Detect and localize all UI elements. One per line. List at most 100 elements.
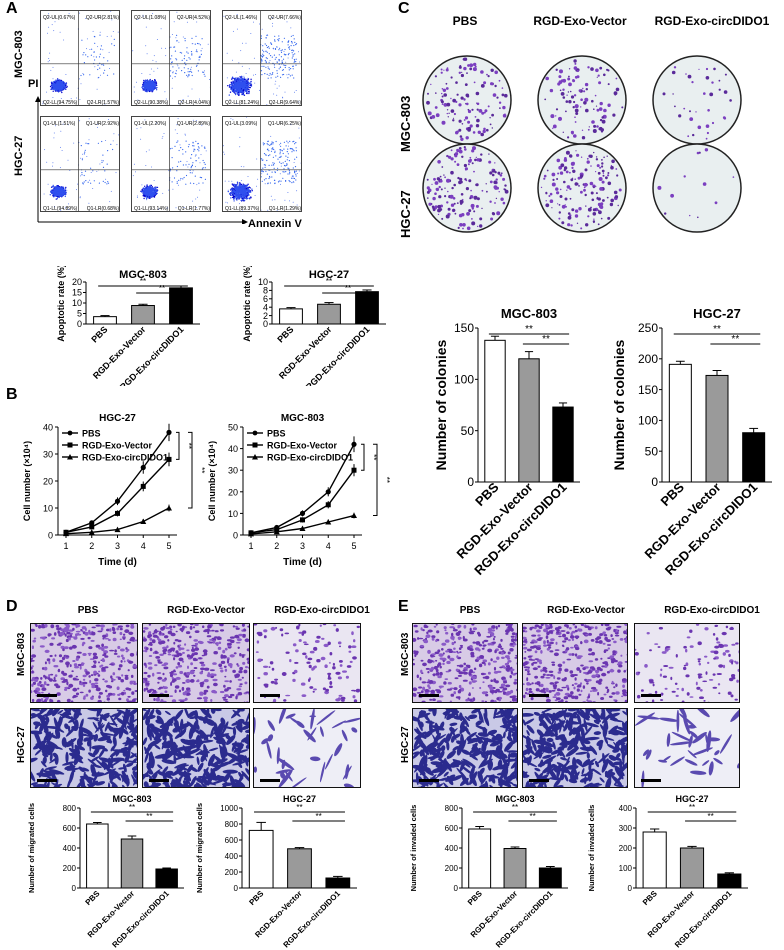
flow-event	[59, 167, 61, 169]
flow-event	[101, 64, 103, 66]
flow-event	[80, 145, 82, 147]
flow-event	[61, 88, 64, 90]
flow-event	[190, 70, 192, 72]
flow-event	[281, 41, 283, 43]
flow-event	[293, 61, 295, 63]
flow-event	[92, 188, 94, 189]
flow-event	[280, 76, 282, 78]
flow-event	[87, 56, 89, 58]
flow-event	[154, 189, 157, 191]
flow-event	[273, 54, 275, 56]
panel-label-d: D	[6, 598, 18, 615]
flow-event	[241, 89, 243, 91]
flow-event	[61, 194, 64, 196]
flow-event	[64, 88, 66, 90]
flow-event	[146, 88, 149, 90]
flow-event	[60, 84, 63, 86]
flow-event	[241, 65, 243, 67]
flow-event	[235, 90, 237, 92]
flow-event	[79, 197, 81, 199]
flow-event	[187, 52, 189, 54]
flow-event	[99, 67, 101, 69]
flow-event	[57, 189, 59, 192]
flow-event	[82, 54, 84, 56]
flow-event	[79, 12, 81, 14]
flow-event	[68, 203, 70, 205]
flow-event	[148, 81, 151, 83]
quadrant-lr-label: Q2-LR(4.04%)	[178, 100, 211, 106]
flow-event	[181, 52, 183, 54]
flow-event	[64, 82, 66, 85]
flow-event	[278, 40, 280, 42]
flow-event	[240, 81, 242, 83]
flow-event	[239, 81, 241, 84]
flow-event	[80, 175, 82, 177]
flow-event	[57, 83, 59, 86]
flow-event	[60, 189, 63, 192]
flow-event	[153, 70, 155, 72]
flow-event	[187, 76, 189, 78]
flow-event	[261, 56, 263, 58]
flow-event	[271, 73, 274, 75]
flow-event	[152, 88, 154, 91]
flow-event	[80, 157, 82, 159]
flow-event	[144, 187, 147, 189]
flow-event	[288, 46, 290, 48]
flow-event	[56, 191, 59, 194]
flow-event	[265, 37, 267, 39]
flow-event	[93, 56, 95, 58]
flow-event	[184, 37, 186, 40]
quadrant-ll-label: Q1-LL(94.89%)	[43, 206, 78, 212]
flow-event	[272, 72, 274, 74]
flow-event	[89, 179, 91, 181]
flow-event	[154, 86, 156, 88]
flow-event	[249, 86, 251, 89]
flow-event	[200, 50, 202, 52]
flow-event	[84, 151, 86, 153]
panel-label-e: E	[398, 598, 409, 615]
flow-event	[144, 185, 146, 187]
flow-event	[272, 25, 273, 27]
quadrant-lr-label: Q1-LR(0.68%)	[87, 206, 120, 212]
flow-event	[250, 81, 252, 83]
flow-event	[62, 86, 64, 89]
flow-event	[57, 193, 60, 195]
flow-event	[291, 49, 293, 52]
flow-event	[151, 83, 153, 86]
flow-event	[237, 77, 240, 79]
flow-y-axis-label: PI	[28, 78, 39, 90]
flow-event	[295, 43, 298, 45]
flow-event	[107, 182, 110, 184]
flow-event	[170, 46, 172, 48]
flow-event	[93, 51, 95, 53]
flow-event	[272, 22, 274, 24]
flow-event	[62, 186, 64, 189]
flow-event	[53, 196, 55, 198]
flow-event	[202, 71, 204, 73]
flow-event	[152, 13, 154, 15]
flow-event	[149, 87, 151, 90]
flow-event	[87, 181, 89, 183]
flow-event	[97, 64, 99, 66]
flow-event	[274, 48, 276, 50]
flow-event	[77, 183, 79, 185]
flow-event	[280, 51, 283, 54]
flow-event	[76, 97, 77, 99]
flow-event	[113, 73, 115, 75]
flow-event	[186, 21, 188, 23]
flow-event	[283, 37, 285, 39]
flow-event	[171, 55, 173, 57]
flow-event	[64, 188, 67, 190]
flow-event	[295, 90, 297, 91]
flow-event	[175, 37, 177, 39]
flow-event	[54, 190, 56, 193]
flow-event	[242, 42, 243, 44]
quadrant-lr-label: Q2-LR(9.64%)	[269, 100, 302, 106]
flow-event	[53, 30, 55, 32]
flow-event	[56, 88, 59, 90]
flow-event	[280, 56, 282, 58]
flow-event	[133, 86, 135, 88]
flow-event	[73, 142, 75, 144]
quadrant-ll-label: Q2-LL(94.75%)	[43, 100, 78, 106]
flow-event	[116, 144, 118, 146]
